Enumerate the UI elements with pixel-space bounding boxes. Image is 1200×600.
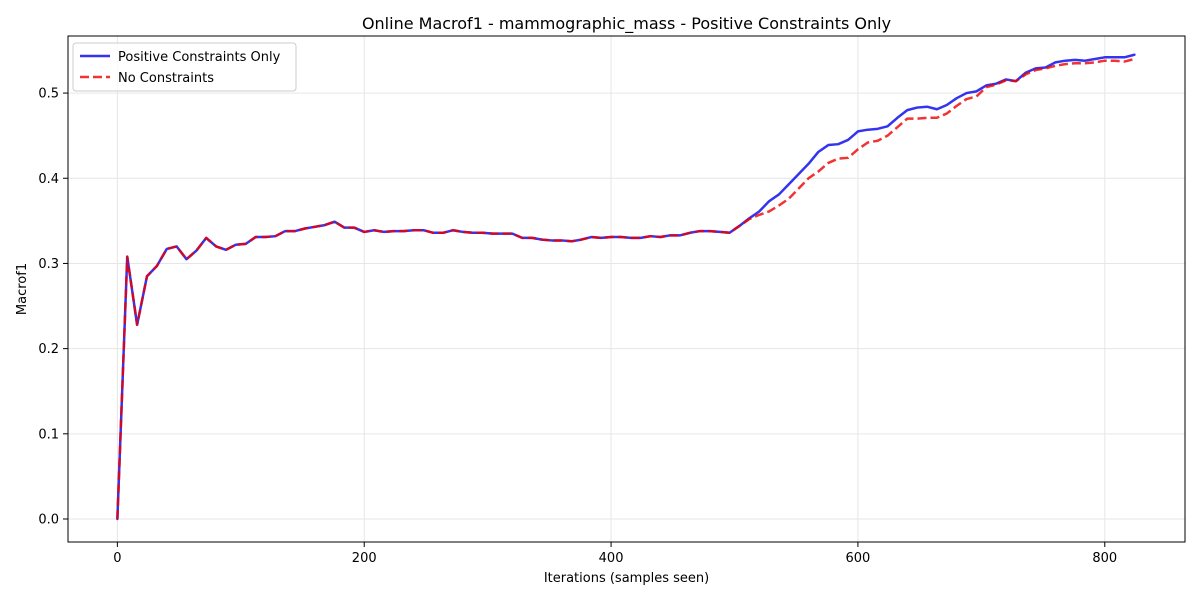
legend: Positive Constraints Only No Constraints [72, 42, 297, 92]
series-line-no-constraints [116, 57, 1135, 520]
legend-label: Positive Constraints Only [118, 50, 281, 65]
x-tick-label: 0 [113, 551, 121, 566]
y-tick-label: 0.2 [38, 342, 59, 357]
x-tick-label: 200 [352, 551, 377, 566]
legend-box [72, 42, 297, 92]
chart-title: Online Macrof1 - mammographic_mass - Pos… [362, 14, 891, 34]
y-axis-label: Macrof1 [15, 263, 30, 315]
y-tick-label: 0.4 [38, 172, 59, 187]
axis-ticks: 0 200 400 600 800 0.0 0.1 0.2 0.3 0.4 0.5 [38, 87, 1117, 566]
y-tick-label: 0.1 [38, 427, 59, 442]
x-axis-label: Iterations (samples seen) [544, 571, 709, 586]
plot-frame [67, 35, 1186, 543]
y-tick-label: 0.5 [38, 87, 59, 102]
y-tick-label: 0.3 [38, 257, 59, 272]
x-tick-label: 400 [599, 551, 624, 566]
x-tick-label: 600 [846, 551, 871, 566]
legend-label: No Constraints [118, 71, 214, 86]
series-lines [116, 53, 1136, 521]
grid [68, 36, 1185, 542]
y-tick-label: 0.0 [38, 513, 59, 528]
x-tick-label: 800 [1092, 551, 1117, 566]
